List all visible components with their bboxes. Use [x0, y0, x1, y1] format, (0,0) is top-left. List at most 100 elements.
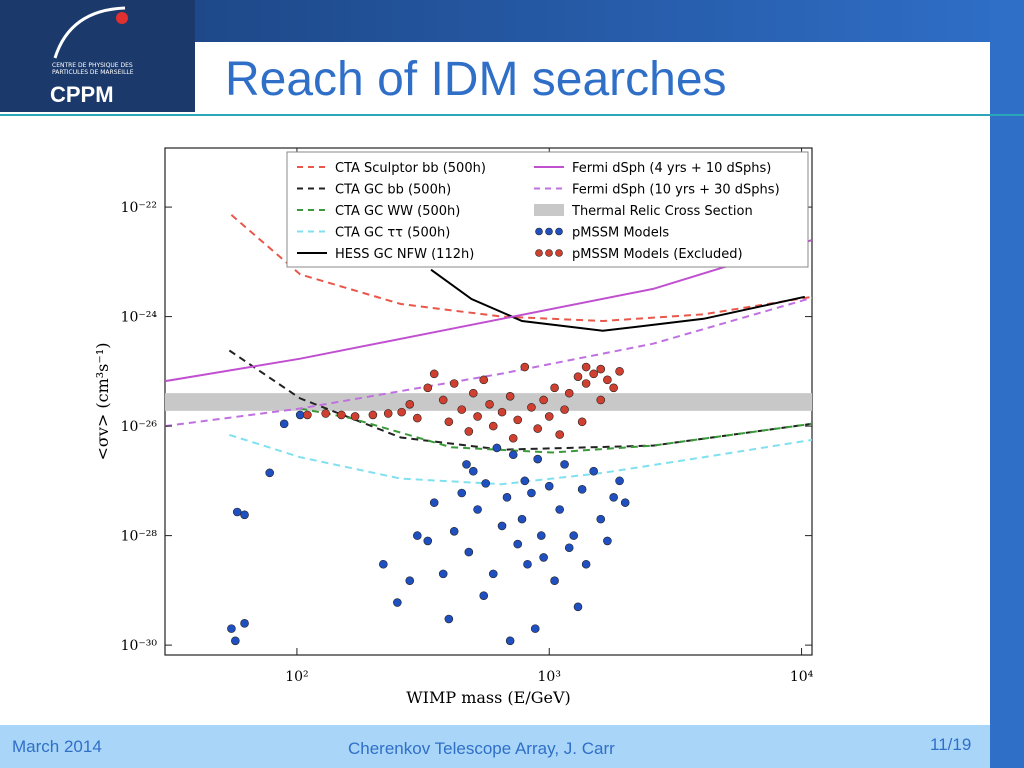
right-strip — [990, 0, 1024, 768]
legend-swatch — [534, 204, 564, 216]
x-axis-label: WIMP mass (E/GeV) — [406, 688, 571, 707]
legend-label: CTA GC WW (500h) — [335, 204, 460, 219]
model-point — [505, 392, 515, 401]
model-point — [527, 403, 536, 412]
model-point — [405, 400, 415, 409]
logo-name: CPPM — [50, 82, 114, 107]
model-point — [497, 407, 507, 417]
legend-label: CTA GC ττ (500h) — [335, 226, 450, 241]
model-point — [615, 367, 624, 376]
legend-label: pMSSM Models (Excluded) — [572, 247, 743, 262]
legend-label: pMSSM Models — [572, 226, 669, 241]
y-tick-label: 10⁻²² — [121, 200, 157, 216]
footer-date: March 2014 — [12, 737, 102, 756]
limit-curve — [165, 296, 812, 428]
chart: 10² 10³ 10⁴ 10⁻³⁰ 10⁻²⁸ 10⁻²⁶ 10⁻²⁴ 10⁻²² WIMP m… — [93, 147, 814, 707]
model-point — [303, 410, 312, 420]
model-point — [508, 450, 518, 460]
model-point — [464, 427, 474, 436]
limit-curve — [229, 433, 812, 486]
model-point — [413, 531, 422, 540]
model-point — [573, 372, 583, 381]
model-point — [527, 488, 536, 498]
model-point — [449, 379, 459, 388]
model-point — [596, 395, 606, 405]
model-point — [383, 409, 393, 418]
model-point — [429, 498, 439, 507]
footer-page: 11/19 — [930, 735, 972, 754]
model-point — [423, 536, 433, 546]
model-point — [265, 468, 275, 478]
model-point — [397, 407, 406, 417]
limit-curve — [430, 268, 806, 332]
legend-swatch — [555, 227, 563, 236]
model-point — [577, 485, 587, 494]
model-point — [473, 505, 482, 514]
model-point — [295, 410, 305, 420]
legend-label: HESS GC NFW (112h) — [335, 247, 474, 262]
model-point — [581, 379, 591, 388]
model-point — [468, 466, 478, 476]
legend-swatch — [535, 249, 543, 257]
model-point — [564, 388, 574, 398]
model-point — [468, 388, 478, 398]
model-point — [502, 493, 512, 502]
model-point — [581, 362, 591, 372]
model-point — [550, 383, 559, 393]
model-point — [481, 479, 491, 488]
legend-label: Thermal Relic Cross Section — [571, 204, 753, 219]
footer: March 2014 Cherenkov Telescope Array, J.… — [0, 725, 990, 768]
model-point — [488, 421, 498, 431]
title-rule — [0, 114, 1024, 116]
model-point — [473, 412, 482, 421]
model-point — [555, 505, 564, 514]
model-point — [413, 413, 422, 423]
model-point — [603, 375, 612, 385]
model-point — [589, 369, 598, 379]
x-tick-label: 10² — [285, 669, 308, 685]
legend-label: CTA Sculptor bb (500h) — [335, 161, 486, 176]
y-tick-label: 10⁻³⁰ — [121, 638, 158, 654]
logo-art — [53, 6, 128, 59]
x-tick-label: 10⁴ — [790, 669, 814, 685]
model-point — [513, 539, 523, 549]
model-point — [520, 362, 530, 372]
model-point — [479, 591, 489, 600]
model-point — [539, 395, 548, 405]
model-point — [513, 415, 523, 425]
model-point — [497, 521, 507, 531]
model-point — [488, 569, 498, 579]
model-point — [560, 405, 569, 414]
model-point — [279, 419, 289, 429]
model-point — [405, 576, 415, 586]
model-point — [520, 476, 530, 486]
model-point — [517, 514, 527, 524]
legend-swatch — [535, 227, 543, 236]
model-point — [560, 460, 569, 469]
y-tick-label: 10⁻²⁴ — [121, 310, 158, 326]
model-point — [232, 507, 242, 517]
model-point — [523, 559, 532, 569]
slide-title: Reach of IDM searches — [225, 53, 727, 106]
model-point — [240, 510, 249, 520]
model-point — [457, 488, 467, 498]
model-point — [539, 553, 548, 562]
limit-curve — [165, 239, 812, 383]
model-point — [240, 619, 249, 628]
model-point — [423, 383, 433, 393]
model-point — [429, 369, 439, 379]
model-point — [564, 543, 574, 553]
legend-swatch — [545, 249, 553, 257]
legend-label: CTA GC bb (500h) — [335, 183, 451, 198]
model-point — [533, 424, 542, 433]
model-point — [596, 364, 606, 374]
model-point — [530, 624, 540, 633]
legend-swatch — [555, 249, 563, 257]
model-point — [231, 636, 240, 646]
logo-caption: CENTRE DE PHYSIQUE DES PARTICULES DE MAR… — [52, 62, 134, 76]
legend-swatch — [545, 227, 553, 236]
model-point — [444, 417, 454, 427]
model-point — [457, 405, 467, 414]
model-point — [544, 412, 554, 421]
